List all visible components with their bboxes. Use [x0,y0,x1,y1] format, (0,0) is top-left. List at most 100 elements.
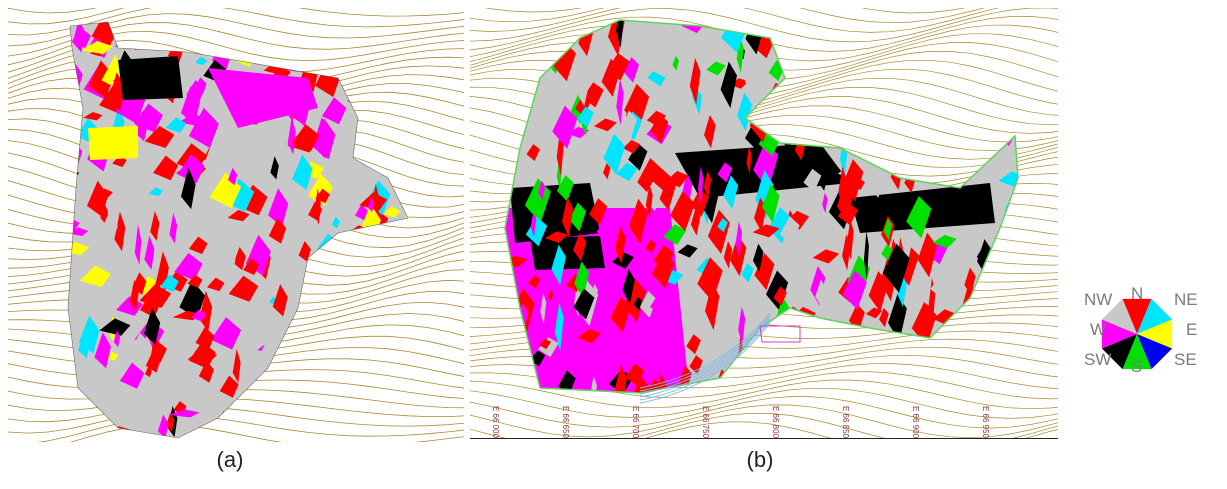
aspect-patch [352,388,379,405]
aspect-patch [530,236,605,270]
aspect-patch [547,290,554,301]
aspect-patch [542,89,549,137]
site-outline-b [504,19,1019,394]
aspect-patch [902,231,913,260]
aspect-patch [939,90,962,127]
aspect-patch [939,82,957,109]
aspect-mosaic-b [505,20,1018,393]
contour-line [8,8,464,25]
aspect-patch [741,263,754,283]
aspect-patch [939,111,955,123]
aspect-patch [177,154,205,184]
aspect-patch [704,115,716,149]
aspect-patch [552,105,578,149]
aspect-patch [998,171,1018,187]
aspect-patch [187,274,203,288]
aspect-patch [186,80,205,102]
aspect-patch [846,218,854,260]
aspect-patch [686,334,701,355]
aspect-patch [648,55,676,78]
aspect-patch [231,39,251,50]
aspect-patch [653,373,669,393]
aspect-patch [250,380,268,411]
aspect-patch [134,224,142,265]
aspect-patch [723,175,739,209]
aspect-patch [68,168,80,180]
aspect-patch [815,279,827,309]
aspect-patch [601,58,621,97]
aspect-patch [963,72,974,101]
aspect-patch [118,56,183,100]
aspect-patch [552,41,576,82]
aspect-patch [511,382,527,393]
aspect-patch [508,27,527,75]
aspect-patch [936,109,944,122]
contour-line [8,30,464,66]
aspect-patch [693,69,717,100]
aspect-patch [879,307,889,328]
aspect-patch [525,216,548,247]
aspect-patch [113,330,121,348]
aspect-patch [646,110,666,127]
aspect-patch [315,188,330,204]
aspect-patch [287,116,296,155]
aspect-patch [549,151,557,180]
aspect-patch [943,20,966,39]
aspect-patch [736,37,744,74]
aspect-patch [380,82,400,105]
aspect-patch [99,318,131,336]
aspect-patch [870,106,882,123]
aspect-patch [227,209,250,222]
aspect-patch [670,191,695,232]
aspect-patch [554,302,564,352]
aspect-patch [87,180,109,217]
aspect-patch [129,279,139,312]
aspect-patch [825,91,833,140]
aspect-patch [547,48,555,66]
aspect-patch [378,30,408,45]
aspect-patch [752,224,780,238]
axis-tick-label: E 66 000 [491,406,500,439]
aspect-patch [992,20,1018,39]
aspect-patch [645,184,653,219]
aspect-patch [207,277,225,292]
aspect-patch [337,22,354,48]
aspect-patch [310,22,321,39]
legend-label-s: S [1131,357,1143,376]
aspect-patch [998,320,1004,349]
aspect-patch [706,61,726,76]
aspect-patch [917,232,937,278]
aspect-patch [538,180,546,201]
aspect-patch [330,258,343,286]
aspect-patch [977,239,992,277]
aspect-patch [848,25,870,51]
aspect-patch [538,338,552,350]
aspect-patch [91,22,118,47]
aspect-patch [187,349,217,364]
aspect-patch [932,309,957,326]
aspect-patch [639,290,657,318]
caption-b: (b) [746,447,774,472]
site-outline-a [67,21,409,439]
aspect-patch [703,171,712,199]
aspect-patch [83,112,103,121]
aspect-patch [81,41,113,55]
aspect-patch [952,361,966,384]
aspect-patch [148,187,163,197]
aspect-patch [78,331,91,359]
aspect-patch [114,211,126,252]
axis-tick-label: E 66 800 [771,406,780,439]
contour-line [8,8,98,14]
aspect-patch [208,68,318,128]
aspect-patch [181,61,193,73]
legend-sector-se [1137,334,1173,370]
aspect-patch [914,360,922,393]
aspect-patch [804,114,819,134]
aspect-patch [105,351,119,361]
aspect-patch [689,355,703,375]
aspect-patch [188,392,218,415]
aspect-patch [953,129,965,159]
aspect-patch [304,272,331,303]
slope-aspect-map-b [470,8,1058,438]
aspect-patch [379,234,393,263]
